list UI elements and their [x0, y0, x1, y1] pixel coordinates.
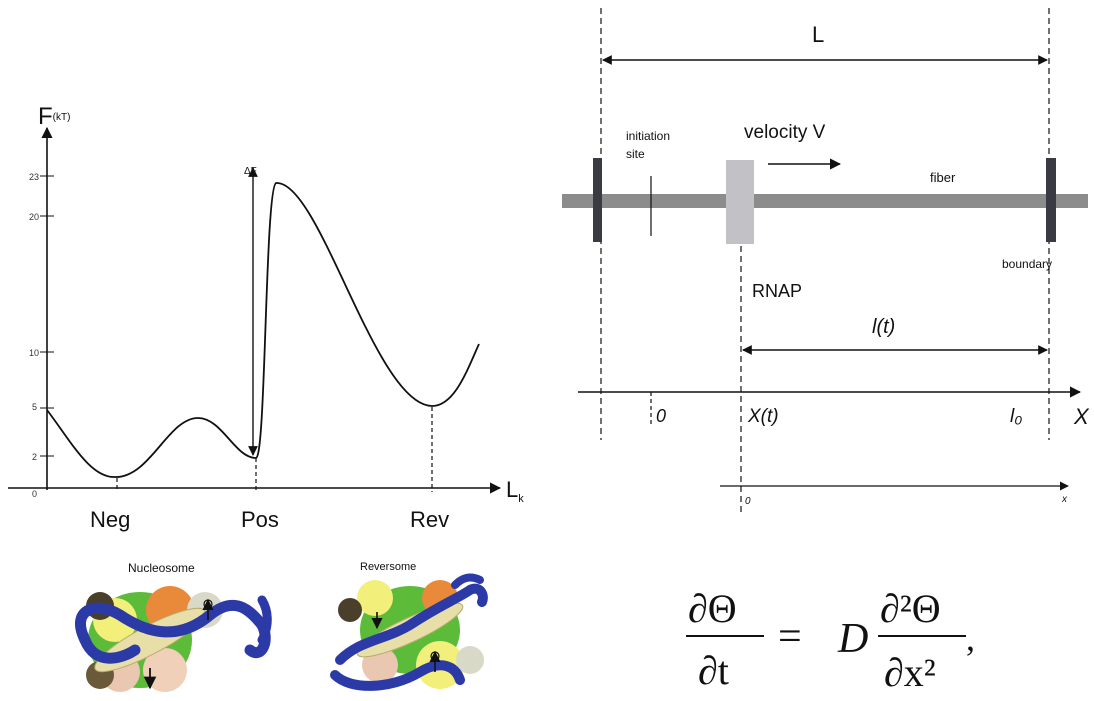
eq-lhs-numerator: ∂Θ [688, 586, 737, 631]
moving-axis-origin: 0 [745, 496, 751, 507]
left-boundary-bar [593, 158, 602, 242]
eq-rhs-denominator: ∂x² [884, 650, 936, 695]
eq-lhs-denominator: ∂t [698, 648, 729, 693]
reversome-structure: Reversome [330, 561, 488, 691]
x-axis-label: Lk [506, 477, 524, 505]
rnap-label: RNAP [752, 281, 802, 301]
diffusion-equation: ∂Θ ∂t = D ∂²Θ ∂x² , [686, 586, 975, 695]
fiber [562, 194, 1088, 208]
axis-tick-origin: 0 [656, 406, 666, 426]
x-tick-neg: Neg [90, 507, 130, 532]
nucleosome-label: Nucleosome [128, 561, 195, 575]
eq-equals: = [778, 614, 802, 660]
y-tick-0: 0 [32, 489, 37, 499]
barrier-label: ΔF [244, 166, 257, 177]
y-axis-label: F(kT) [38, 103, 70, 130]
eq-coefficient: D [837, 616, 868, 662]
energy-curve [46, 182, 480, 478]
right-boundary-bar [1046, 158, 1056, 242]
moving-axis-label: x [1061, 494, 1068, 505]
axis-tick-rnap: X(t) [747, 406, 779, 427]
energy-landscape-plot: F(kT) Lk 0 2 5 10 20 23 ΔF N [8, 103, 524, 532]
x-tick-rev: Rev [410, 507, 449, 532]
reversome-label: Reversome [360, 561, 416, 573]
initiation-label-line1: initiation [626, 129, 670, 143]
initiation-label-line2: site [626, 147, 645, 161]
fiber-label: fiber [930, 170, 956, 185]
x-tick-pos: Pos [241, 507, 279, 532]
y-tick-23: 23 [29, 172, 39, 182]
y-ticks: 0 2 5 10 20 23 [29, 172, 54, 499]
length-label: L [812, 22, 824, 47]
remaining-length-label: l(t) [872, 316, 895, 338]
eq-rhs-numerator: ∂²Θ [880, 586, 941, 631]
rnap-block [726, 160, 754, 244]
y-tick-2: 2 [32, 452, 37, 462]
y-tick-5: 5 [32, 402, 37, 412]
y-tick-10: 10 [29, 348, 39, 358]
fiber-diagram: L fiber boundary initiation site RNAP ve… [562, 8, 1090, 515]
boundary-label: boundary [1002, 257, 1052, 271]
y-tick-20: 20 [29, 212, 39, 222]
nucleosome-structure: Nucleosome [75, 561, 272, 692]
axis-tick-l0: l₀ [1010, 406, 1022, 427]
position-axis-label: X [1073, 404, 1090, 429]
eq-trailing-comma: , [966, 618, 975, 658]
velocity-label: velocity V [744, 122, 826, 143]
